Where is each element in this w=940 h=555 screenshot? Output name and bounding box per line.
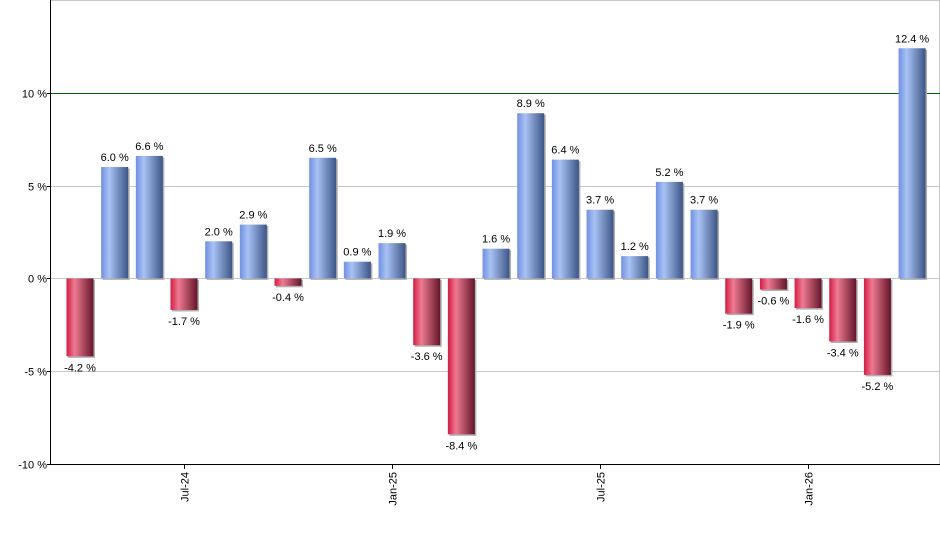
y-tick-label: 5 % <box>28 182 47 194</box>
data-label: 2.0 % <box>205 226 233 238</box>
bar-Jun-25 <box>551 159 579 279</box>
data-label: 0.9 % <box>343 247 371 259</box>
data-label: -1.6 % <box>792 314 824 326</box>
x-tick-label: Jul-24 <box>180 472 192 502</box>
data-label: -1.7 % <box>168 316 200 328</box>
data-label: 12.4 % <box>895 33 929 45</box>
bar-Mar-26 <box>863 278 891 375</box>
data-label: 3.7 % <box>690 195 718 207</box>
bar-Feb-25 <box>413 278 441 346</box>
data-label: -1.9 % <box>723 320 755 332</box>
bar-Dec-24 <box>343 261 371 279</box>
data-label: -0.6 % <box>758 296 790 308</box>
data-label: 6.5 % <box>309 143 337 155</box>
data-label: -8.4 % <box>445 440 477 452</box>
data-label: 8.9 % <box>517 98 545 110</box>
data-label: -3.4 % <box>827 348 859 360</box>
data-label: -0.4 % <box>272 292 304 304</box>
data-label: 5.2 % <box>655 167 683 179</box>
bar-Sep-24 <box>239 224 267 279</box>
data-label: 1.9 % <box>378 228 406 240</box>
y-tick-label: 10 % <box>22 89 47 101</box>
data-label: 1.6 % <box>482 234 510 246</box>
bar-Aug-24 <box>205 241 233 279</box>
bar-Jan-25 <box>378 243 406 279</box>
bar-Oct-25 <box>690 209 718 279</box>
x-tick-label: Jan-26 <box>804 472 816 506</box>
bar-Jul-24 <box>170 278 198 310</box>
data-label: 6.4 % <box>551 145 579 157</box>
bar-Nov-24 <box>309 157 337 279</box>
bar-Mar-25 <box>447 278 475 435</box>
data-label: 6.6 % <box>135 141 163 153</box>
bar-Feb-26 <box>829 278 857 342</box>
data-label: -5.2 % <box>862 381 894 393</box>
y-tick-label: -5 % <box>24 367 47 379</box>
bar-Oct-24 <box>274 278 302 286</box>
data-label: 1.2 % <box>621 241 649 253</box>
bar-Apr-26 <box>898 48 926 279</box>
data-label: 6.0 % <box>101 152 129 164</box>
data-label: -4.2 % <box>64 362 96 374</box>
bar-Jan-26 <box>794 278 822 309</box>
bar-Aug-25 <box>621 256 649 279</box>
y-tick-label: -10 % <box>18 460 47 472</box>
bar-Sep-25 <box>655 181 683 279</box>
data-label: 2.9 % <box>239 210 267 222</box>
bar-Dec-25 <box>759 278 787 290</box>
bar-Apr-25 <box>482 248 510 279</box>
y-tick-label: 0 % <box>28 274 47 286</box>
bar-Apr-24 <box>66 278 94 357</box>
bar-May-24 <box>101 167 129 279</box>
data-label: 3.7 % <box>586 195 614 207</box>
bar-Jun-24 <box>135 155 163 279</box>
x-tick-label: Jan-25 <box>388 472 400 506</box>
bar-Jul-25 <box>586 209 614 279</box>
data-label: -3.6 % <box>411 351 443 363</box>
bar-May-25 <box>517 113 545 279</box>
bar-Nov-25 <box>725 278 753 314</box>
x-tick-label: Jul-25 <box>596 472 608 502</box>
